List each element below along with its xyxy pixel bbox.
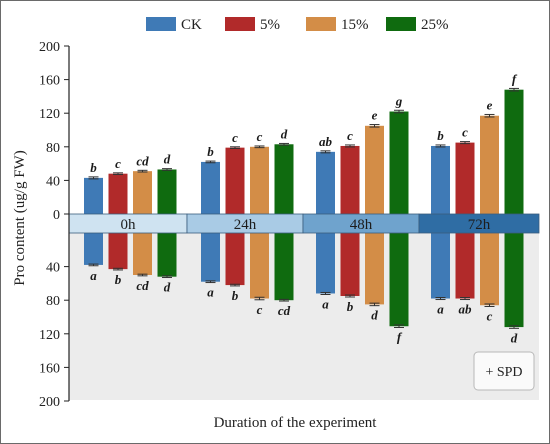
significance-letter-lower: ab (459, 302, 473, 317)
significance-letter-lower: d (511, 330, 518, 345)
y-tick-label: 0 (53, 208, 60, 223)
y-axis-label: Pro content (ug/g FW) (12, 150, 28, 285)
bar-upper-5%-24h (225, 147, 245, 214)
legend-label: 25% (421, 17, 449, 33)
bar-lower-CK-0h (84, 233, 103, 265)
bar-lower-5%-24h (225, 233, 245, 286)
significance-letter-lower: a (90, 268, 97, 283)
annotation-text: + SPD (485, 365, 522, 380)
bar-lower-15%-72h (480, 233, 499, 306)
bar-lower-15%-0h (133, 233, 152, 275)
significance-letter-upper: f (512, 71, 518, 86)
significance-letter-upper: e (372, 108, 378, 123)
bar-upper-5%-72h (455, 142, 475, 214)
bar-upper-25%-0h (157, 169, 177, 214)
bar-upper-25%-24h (274, 144, 294, 214)
significance-letter-lower: c (257, 302, 263, 317)
time-band-label: 0h (121, 217, 137, 233)
legend-label: 5% (260, 17, 280, 33)
bar-lower-25%-24h (274, 233, 294, 301)
y-tick-label: 80 (46, 141, 60, 156)
y-tick-label: 160 (39, 361, 60, 376)
legend: CK 5% 15% 25% (146, 17, 449, 33)
legend-swatch-5% (225, 17, 255, 31)
bar-upper-5%-48h (340, 145, 360, 214)
y-tick-label: 80 (46, 294, 60, 309)
bar-lower-5%-72h (455, 233, 475, 299)
significance-letter-lower: b (232, 288, 239, 303)
significance-letter-upper: cd (136, 153, 149, 168)
time-band-label: 48h (350, 217, 373, 233)
bar-lower-CK-72h (431, 233, 450, 299)
legend-label: CK (181, 17, 202, 33)
bar-upper-15%-0h (133, 171, 152, 214)
bar-upper-15%-48h (365, 125, 384, 214)
time-band-label: 72h (468, 217, 491, 233)
bar-lower-25%-72h (504, 233, 524, 328)
significance-letter-lower: cd (136, 278, 149, 293)
significance-letter-upper: b (90, 160, 97, 175)
y-axis: 200 160 120 80 40 0 40 80 120 160 200 (39, 40, 70, 410)
significance-letter-upper: e (487, 97, 493, 112)
significance-letter-upper: d (281, 126, 288, 141)
chart-labels: babaababacbcbcbcabcdcdccedecdddcdgffdPro… (12, 71, 535, 431)
significance-letter-upper: c (257, 129, 263, 144)
y-tick-label: 40 (46, 261, 60, 276)
significance-letter-upper: d (164, 152, 171, 167)
significance-letter-lower: d (371, 308, 378, 323)
significance-letter-lower: d (164, 280, 171, 295)
y-tick-label: 120 (39, 107, 60, 122)
bar-lower-5%-48h (340, 233, 360, 296)
annotation-box (473, 351, 535, 391)
bar-upper-CK-0h (84, 177, 103, 214)
significance-letter-upper: c (347, 128, 353, 143)
legend-swatch-25% (386, 17, 416, 31)
significance-letter-upper: g (395, 93, 403, 108)
significance-letter-lower: c (487, 309, 493, 324)
y-tick-label: 200 (39, 395, 60, 410)
bar-lower-15%-48h (365, 233, 384, 305)
significance-letter-lower: f (397, 330, 403, 345)
legend-swatch-15% (306, 17, 336, 31)
significance-letter-upper: b (437, 128, 444, 143)
bar-lower-15%-24h (250, 233, 269, 299)
significance-letter-upper: c (232, 130, 238, 145)
bar-lower-25%-48h (389, 233, 409, 327)
bar-upper-15%-72h (480, 115, 499, 214)
bar-upper-CK-48h (316, 151, 335, 214)
bars-group (84, 87, 524, 329)
time-bands: 0h 24h 48h 72h (68, 213, 540, 234)
significance-letter-lower: a (322, 296, 329, 311)
bar-lower-CK-48h (316, 233, 335, 294)
bar-lower-5%-0h (108, 233, 128, 270)
legend-label: 15% (341, 17, 369, 33)
significance-letter-lower: a (437, 302, 444, 317)
y-tick-label: 40 (46, 174, 60, 189)
bar-upper-25%-48h (389, 111, 409, 214)
significance-letter-lower: b (115, 272, 122, 287)
time-band-72h (418, 213, 540, 234)
bar-upper-15%-24h (250, 146, 269, 214)
time-band-label: 24h (234, 217, 257, 233)
bar-lower-CK-24h (201, 233, 220, 282)
legend-swatch-CK (146, 17, 176, 31)
significance-letter-lower: cd (278, 303, 291, 318)
y-tick-label: 120 (39, 328, 60, 343)
bar-upper-25%-72h (504, 89, 524, 214)
bar-lower-25%-0h (157, 233, 177, 277)
significance-letter-lower: a (207, 285, 214, 300)
significance-letter-upper: c (462, 125, 468, 140)
significance-letter-upper: c (115, 156, 121, 171)
bar-upper-CK-72h (431, 145, 450, 214)
x-axis-label: Duration of the experiment (214, 415, 378, 431)
y-tick-label: 200 (39, 40, 60, 55)
bar-upper-CK-24h (201, 161, 220, 214)
significance-letter-lower: b (347, 299, 354, 314)
significance-letter-upper: ab (319, 134, 333, 149)
significance-letter-upper: b (207, 144, 214, 159)
bar-upper-5%-0h (108, 173, 128, 214)
y-tick-label: 160 (39, 74, 60, 89)
